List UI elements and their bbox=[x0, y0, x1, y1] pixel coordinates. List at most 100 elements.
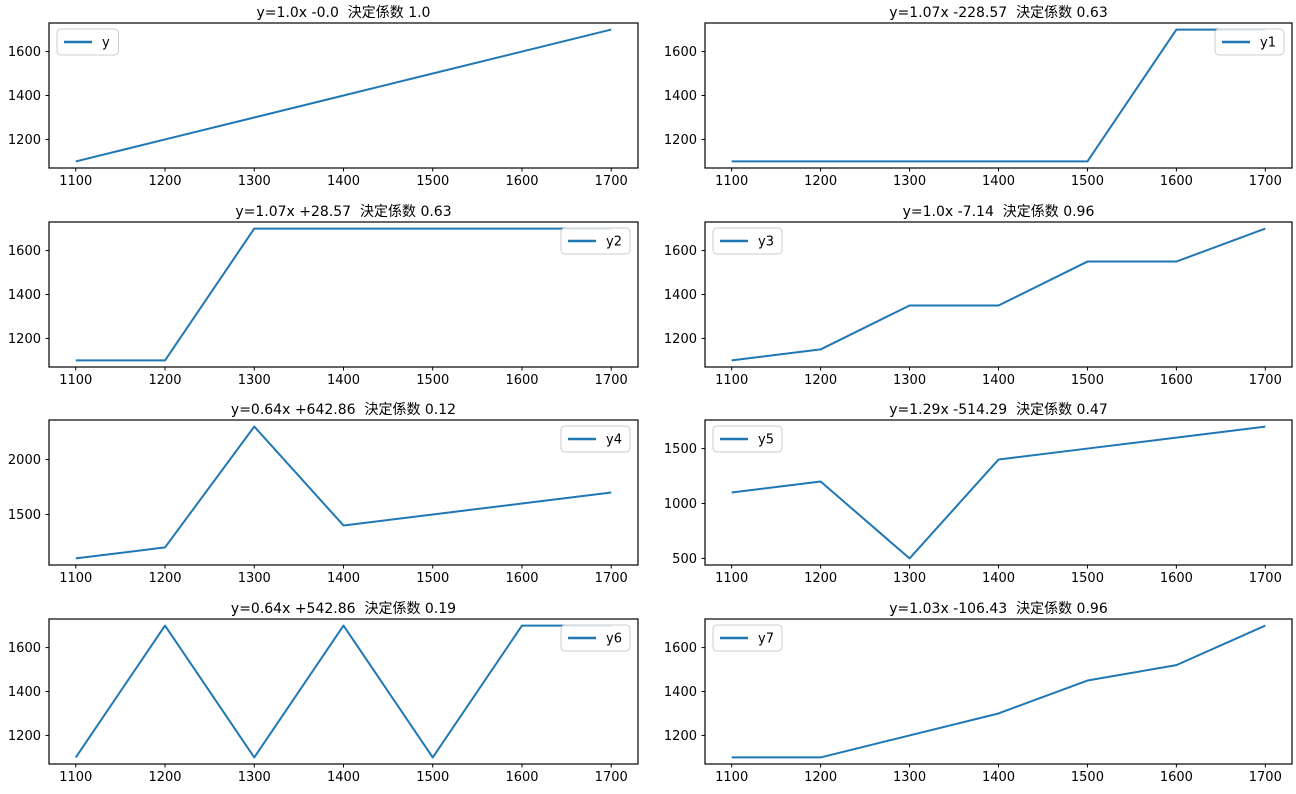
y-axis-tick-label: 1600 bbox=[8, 244, 41, 259]
y-axis-tick-label: 2000 bbox=[8, 453, 41, 468]
subplot-y6: y=0.64x +542.86 決定係数 0.19 1200 1400 1600 11… bbox=[0, 596, 648, 794]
x-axis-tick-label: 1100 bbox=[59, 770, 92, 785]
x-axis-tick-label: 1300 bbox=[893, 174, 926, 189]
x-axis-tick-label: 1300 bbox=[238, 571, 271, 586]
x-axis-tick-label: 1700 bbox=[1249, 174, 1282, 189]
x-axis-tick-label: 1600 bbox=[1160, 770, 1193, 785]
x-axis-tick-label: 1400 bbox=[327, 174, 360, 189]
y-axis-tick-label: 1500 bbox=[664, 442, 697, 457]
x-axis-tick-label: 1100 bbox=[715, 571, 748, 586]
x-axis-tick-label: 1600 bbox=[505, 373, 538, 388]
data-line bbox=[731, 227, 1266, 361]
legend-label: y5 bbox=[758, 433, 774, 448]
legend-label: y6 bbox=[606, 631, 622, 646]
x-axis-tick-label: 1600 bbox=[505, 174, 538, 189]
x-axis-tick-label: 1100 bbox=[59, 373, 92, 388]
x-axis-tick-label: 1400 bbox=[982, 770, 1015, 785]
y-axis-tick-label: 1400 bbox=[664, 685, 697, 700]
x-axis-tick-label: 1100 bbox=[715, 174, 748, 189]
line-chart: 1200 1400 1600 1100 1200 1300 1400 1500 1600 1700… bbox=[8, 220, 639, 388]
subplot-y1: y=1.07x -228.57 決定係数 0.63 1200 1400 1600 11… bbox=[648, 0, 1296, 199]
x-axis-tick-label: 1400 bbox=[327, 770, 360, 785]
y-axis-tick-label: 1600 bbox=[664, 45, 697, 60]
y-axis-tick-label: 1600 bbox=[664, 244, 697, 259]
plot-border bbox=[704, 220, 1293, 368]
legend: y7 bbox=[712, 624, 783, 651]
line-chart: 1200 1400 1600 1100 1200 1300 1400 1500 1600 1700… bbox=[8, 22, 639, 189]
x-axis-tick-label: 1200 bbox=[804, 571, 837, 586]
legend-label: y2 bbox=[606, 234, 622, 249]
y-axis-tick-label: 1200 bbox=[664, 331, 697, 346]
data-line bbox=[731, 425, 1266, 560]
plot-title: y=0.64x +642.86 決定係数 0.12 bbox=[230, 402, 457, 418]
legend-label: y7 bbox=[758, 631, 774, 646]
plot-border bbox=[704, 617, 1293, 765]
y-axis-tick-label: 1400 bbox=[8, 288, 41, 303]
line-chart: 1200 1400 1600 1100 1200 1300 1400 1500 1600 1700… bbox=[664, 22, 1293, 189]
plot-title: y=1.29x -514.29 決定係数 0.47 bbox=[889, 402, 1108, 418]
x-axis-tick-label: 1700 bbox=[1249, 571, 1282, 586]
x-axis-tick-label: 1500 bbox=[416, 174, 449, 189]
y-axis-tick-label: 500 bbox=[672, 552, 697, 567]
x-axis-tick-label: 1700 bbox=[1249, 373, 1282, 388]
y-axis-tick-label: 1200 bbox=[664, 728, 697, 743]
legend-label: y1 bbox=[1260, 36, 1276, 51]
plot-border bbox=[704, 22, 1293, 169]
plot-border bbox=[48, 22, 639, 169]
y-axis-tick-label: 1200 bbox=[8, 331, 41, 346]
plot-title: y=0.64x +542.86 決定係数 0.19 bbox=[230, 600, 457, 617]
x-axis-tick-label: 1400 bbox=[982, 373, 1015, 388]
x-axis-tick-label: 1300 bbox=[893, 571, 926, 586]
legend: y bbox=[56, 28, 119, 56]
x-axis-tick-label: 1400 bbox=[327, 571, 360, 586]
legend-label: y bbox=[102, 36, 110, 51]
data-line bbox=[74, 624, 612, 758]
y-axis-tick-label: 1400 bbox=[664, 288, 697, 303]
x-axis-tick-label: 1500 bbox=[416, 770, 449, 785]
plot-title: y=1.0x -0.0 決定係数 1.0 bbox=[256, 5, 431, 21]
x-axis-tick-label: 1100 bbox=[715, 770, 748, 785]
plot-border bbox=[704, 419, 1293, 566]
x-axis-tick-label: 1200 bbox=[804, 174, 837, 189]
x-axis-tick-label: 1500 bbox=[416, 571, 449, 586]
legend: y3 bbox=[712, 227, 783, 254]
x-axis-tick-label: 1200 bbox=[804, 770, 837, 785]
x-axis-tick-label: 1100 bbox=[59, 174, 92, 189]
subplot-y: y=1.0x -0.0 決定係数 1.0 1200 1400 1600 1100 120… bbox=[0, 0, 648, 199]
y-axis-tick-label: 1400 bbox=[8, 89, 41, 104]
data-line bbox=[75, 425, 612, 560]
x-axis-tick-label: 1600 bbox=[1160, 571, 1193, 586]
legend-label: y4 bbox=[606, 433, 622, 448]
x-axis-tick-label: 1700 bbox=[1249, 770, 1282, 785]
x-axis-tick-label: 1300 bbox=[238, 174, 271, 189]
x-axis-tick-label: 1700 bbox=[595, 770, 628, 785]
x-axis-tick-label: 1100 bbox=[715, 373, 748, 388]
x-axis-tick-label: 1700 bbox=[595, 571, 628, 586]
subplot-y7: y=1.03x -106.43 決定係数 0.96 1200 1400 1600 11… bbox=[648, 596, 1296, 794]
legend: y1 bbox=[1214, 28, 1285, 56]
x-axis-tick-label: 1300 bbox=[238, 373, 271, 388]
x-axis-tick-label: 1700 bbox=[595, 174, 628, 189]
data-line bbox=[731, 624, 1266, 758]
plot-title: y=1.03x -106.43 決定係数 0.96 bbox=[889, 600, 1108, 617]
legend: y6 bbox=[560, 624, 631, 651]
x-axis-tick-label: 1200 bbox=[148, 373, 181, 388]
x-axis-tick-label: 1200 bbox=[148, 770, 181, 785]
x-axis-tick-label: 1500 bbox=[1071, 571, 1104, 586]
x-axis-tick-label: 1200 bbox=[148, 174, 181, 189]
legend: y4 bbox=[560, 425, 631, 453]
y-axis-tick-label: 1200 bbox=[664, 133, 697, 148]
legend-label: y3 bbox=[758, 234, 774, 249]
x-axis-tick-label: 1400 bbox=[982, 571, 1015, 586]
line-chart: 1200 1400 1600 1100 1200 1300 1400 1500 1600 1700… bbox=[664, 220, 1293, 388]
y-axis-tick-label: 1600 bbox=[8, 45, 41, 60]
x-axis-tick-label: 1300 bbox=[893, 770, 926, 785]
plot-border bbox=[48, 220, 639, 368]
legend: y2 bbox=[560, 227, 631, 254]
y-axis-tick-label: 1200 bbox=[8, 728, 41, 743]
data-line bbox=[75, 28, 612, 163]
x-axis-tick-label: 1600 bbox=[1160, 373, 1193, 388]
x-axis-tick-label: 1700 bbox=[595, 373, 628, 388]
line-chart: 1500 2000 1100 1200 1300 1400 1500 1600 1700 y4 bbox=[8, 419, 639, 586]
